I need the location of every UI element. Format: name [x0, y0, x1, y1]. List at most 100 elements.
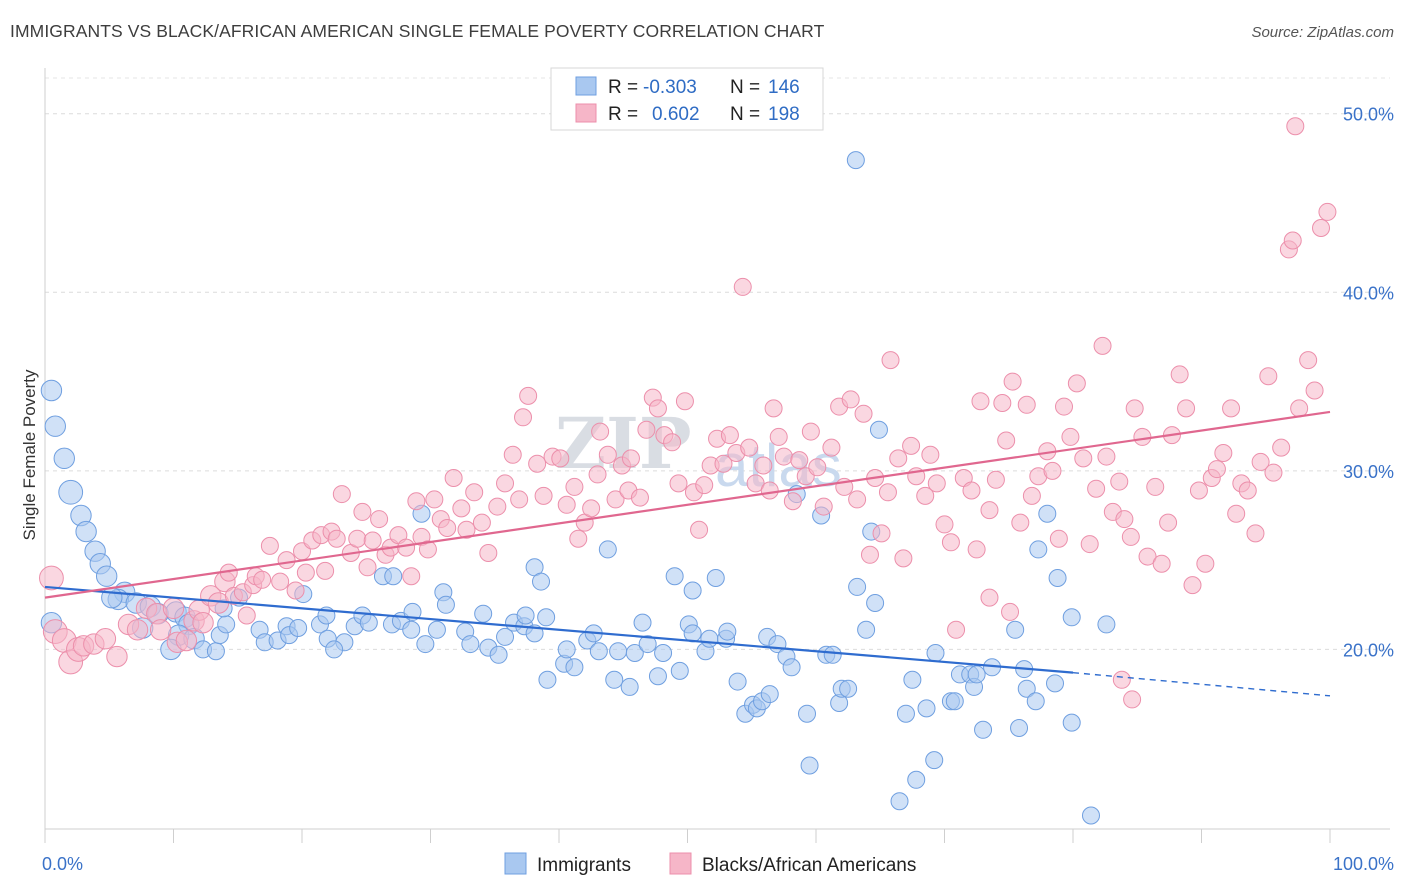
immigrants-point	[359, 613, 378, 632]
legend-r-value-1: -0.303	[643, 77, 697, 98]
black-african-american-point	[1272, 438, 1291, 457]
y-tick-label: 50.0%	[1343, 105, 1394, 125]
black-african-american-point	[1055, 397, 1074, 416]
chart-source: Source: ZipAtlas.com	[1251, 24, 1394, 41]
black-african-american-point	[1074, 449, 1093, 468]
immigrants-point	[1062, 713, 1081, 732]
black-african-american-point	[465, 483, 484, 502]
black-african-american-point	[1003, 372, 1022, 391]
immigrants-point	[1038, 504, 1057, 523]
black-african-american-point	[663, 433, 682, 452]
immigrants-point	[1062, 608, 1081, 627]
black-african-american-point	[814, 497, 833, 516]
black-african-american-point	[1283, 231, 1302, 250]
immigrants-point	[557, 640, 576, 659]
black-african-american-point	[962, 481, 981, 500]
immigrants-point	[917, 699, 936, 718]
black-african-american-point	[714, 454, 733, 473]
axes	[44, 68, 1390, 843]
black-african-american-point	[774, 447, 793, 466]
immigrants-point	[217, 615, 236, 634]
immigrants-point	[537, 608, 556, 627]
immigrants-point	[846, 151, 865, 170]
black-african-american-point	[695, 476, 714, 495]
black-african-american-point	[286, 581, 305, 600]
trend-lines	[44, 410, 1331, 697]
black-african-american-point	[980, 501, 999, 520]
black-african-american-point	[438, 519, 457, 537]
immigrants-point	[620, 677, 639, 696]
y-tick-label: 40.0%	[1343, 283, 1394, 303]
immigrants-point	[1026, 692, 1045, 711]
grid-lines	[45, 77, 1390, 650]
black-african-american-point	[889, 449, 908, 468]
black-african-american-point	[1087, 479, 1106, 498]
black-african-american-point	[1022, 486, 1041, 505]
immigrants-point	[516, 606, 535, 625]
black-african-american-point	[1080, 535, 1099, 554]
black-african-american-point	[106, 645, 128, 668]
black-african-american-point	[582, 499, 601, 518]
immigrants-point	[782, 658, 801, 677]
black-african-american-point	[496, 474, 515, 493]
black-african-american-point	[894, 549, 913, 568]
immigrants-point	[926, 644, 945, 662]
immigrants-point	[325, 640, 344, 659]
black-african-american-point	[733, 277, 752, 296]
black-african-american-point	[1207, 460, 1226, 479]
immigrants-point	[605, 670, 624, 689]
black-african-american-point	[149, 619, 172, 641]
immigrants-point	[598, 540, 617, 559]
black-african-american-point	[1110, 472, 1129, 491]
immigrants-point	[427, 620, 446, 639]
legend: R = -0.303 N = 146 R = 0.602 N = 198	[550, 67, 824, 131]
immigrants-point	[760, 685, 779, 704]
black-african-american-point	[332, 485, 351, 504]
immigrants-point	[40, 379, 63, 402]
immigrants-point	[206, 642, 225, 661]
black-african-american-point	[296, 563, 315, 582]
black-african-american-point	[277, 551, 296, 570]
black-african-american-point	[162, 597, 185, 620]
black-african-american-point	[860, 545, 879, 564]
y-tick-label: 30.0%	[1343, 462, 1394, 482]
immigrants-trend-line	[44, 585, 1074, 674]
black-african-american-point	[822, 438, 841, 457]
black-african-american-point	[588, 465, 607, 484]
legend-r-label-2: R =	[608, 104, 638, 125]
black-african-american-point	[1017, 395, 1036, 414]
black-african-american-point	[1001, 602, 1020, 621]
immigrants-point	[95, 565, 118, 587]
black-african-american-point	[947, 620, 966, 639]
immigrants-point	[633, 613, 652, 632]
black-african-american-point	[397, 538, 416, 557]
black-african-american-point	[1123, 690, 1142, 709]
black-african-american-point	[986, 470, 1005, 489]
immigrants-point	[101, 586, 123, 609]
black-african-american-point	[457, 520, 476, 539]
immigrants-point	[848, 577, 867, 596]
immigrants-point	[728, 672, 747, 691]
immigrants-points	[40, 151, 1116, 825]
legend-swatch-immigrants	[575, 76, 597, 96]
black-african-american-point	[407, 492, 426, 511]
black-african-american-point	[519, 386, 538, 405]
black-african-american-point	[1251, 452, 1270, 471]
black-african-american-point	[854, 404, 873, 423]
black-african-american-point	[253, 570, 272, 589]
black-african-american-point	[1011, 513, 1030, 532]
black-african-american-point	[720, 426, 739, 445]
immigrants-point	[1081, 806, 1100, 825]
black-african-american-point	[534, 486, 553, 505]
immigrants-point	[589, 642, 608, 661]
immigrants-point	[823, 645, 842, 664]
immigrants-point	[1017, 679, 1036, 698]
black-african-american-point	[353, 502, 372, 521]
black-african-american-point	[783, 492, 802, 511]
black-african-american-point	[316, 561, 335, 580]
black-african-american-point	[418, 540, 437, 559]
immigrants-point	[538, 670, 557, 689]
legend-n-label-1: N =	[730, 77, 760, 98]
legend-n-value-2: 198	[768, 104, 800, 125]
